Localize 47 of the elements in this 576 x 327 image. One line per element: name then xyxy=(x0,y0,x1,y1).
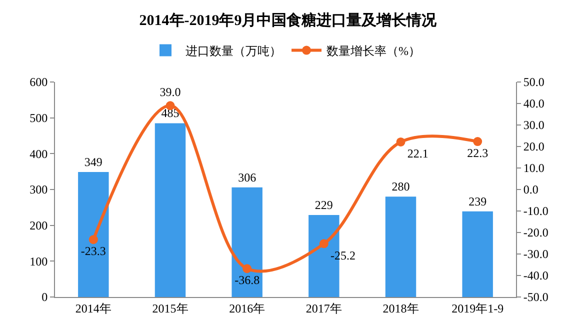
point xyxy=(473,137,482,146)
x-tick-label: 2018年 xyxy=(382,301,419,316)
data-label: 22.3 xyxy=(467,146,488,160)
point xyxy=(88,235,98,244)
data-label: 239 xyxy=(468,194,487,208)
y-tick-label: 600 xyxy=(30,75,48,90)
bar xyxy=(462,211,493,297)
bar xyxy=(78,172,109,297)
y2-tick-label: 20.0 xyxy=(523,140,544,154)
data-label: -23.3 xyxy=(80,244,106,258)
y-tick-label: 400 xyxy=(30,146,48,161)
data-label: 280 xyxy=(392,180,410,194)
y2-tick-label: -30.0 xyxy=(523,247,548,262)
data-label: 39.0 xyxy=(160,85,181,100)
bar xyxy=(232,187,262,297)
y2-tick-label: 30.0 xyxy=(523,118,544,132)
data-label: 229 xyxy=(314,198,333,212)
x-tick-label: 2019年1-9 xyxy=(452,301,504,316)
data-label: 349 xyxy=(84,154,102,169)
data-label: -36.8 xyxy=(234,273,260,288)
x-tick-label: 2016年 xyxy=(229,301,266,316)
y-tick-label: 0 xyxy=(42,290,48,304)
data-label: 306 xyxy=(238,170,256,184)
x-tick-label: 2015年 xyxy=(152,301,188,316)
y2-tick-label: -10.0 xyxy=(523,204,548,218)
x-tick-label: 2014年 xyxy=(75,301,112,316)
y-tick-label: 100 xyxy=(30,254,48,268)
y2-tick-label: 40.0 xyxy=(523,96,544,111)
bar xyxy=(154,123,186,297)
legend-label: 进口数量（万吨） xyxy=(186,44,282,58)
point xyxy=(242,264,252,274)
y2-tick-label: 0.0 xyxy=(523,182,538,197)
y2-tick-label: -20.0 xyxy=(523,226,548,240)
point xyxy=(396,137,406,146)
bar xyxy=(385,196,416,297)
chart-title: 2014年-2019年9月中国食糖进口量及增长情况 xyxy=(139,12,438,30)
data-label: 22.1 xyxy=(407,146,428,161)
y2-tick-label: 50.0 xyxy=(523,75,544,90)
y-tick-label: 300 xyxy=(30,182,48,197)
y2-tick-label: -40.0 xyxy=(523,268,548,283)
x-tick-label: 2017年 xyxy=(306,301,342,316)
legend-label: 数量增长率（%） xyxy=(326,44,420,58)
point xyxy=(319,239,328,248)
y2-tick-label: 10.0 xyxy=(523,161,544,176)
y2-tick-label: -50.0 xyxy=(523,290,548,304)
y-tick-label: 500 xyxy=(30,111,48,126)
y-tick-label: 200 xyxy=(30,218,48,233)
